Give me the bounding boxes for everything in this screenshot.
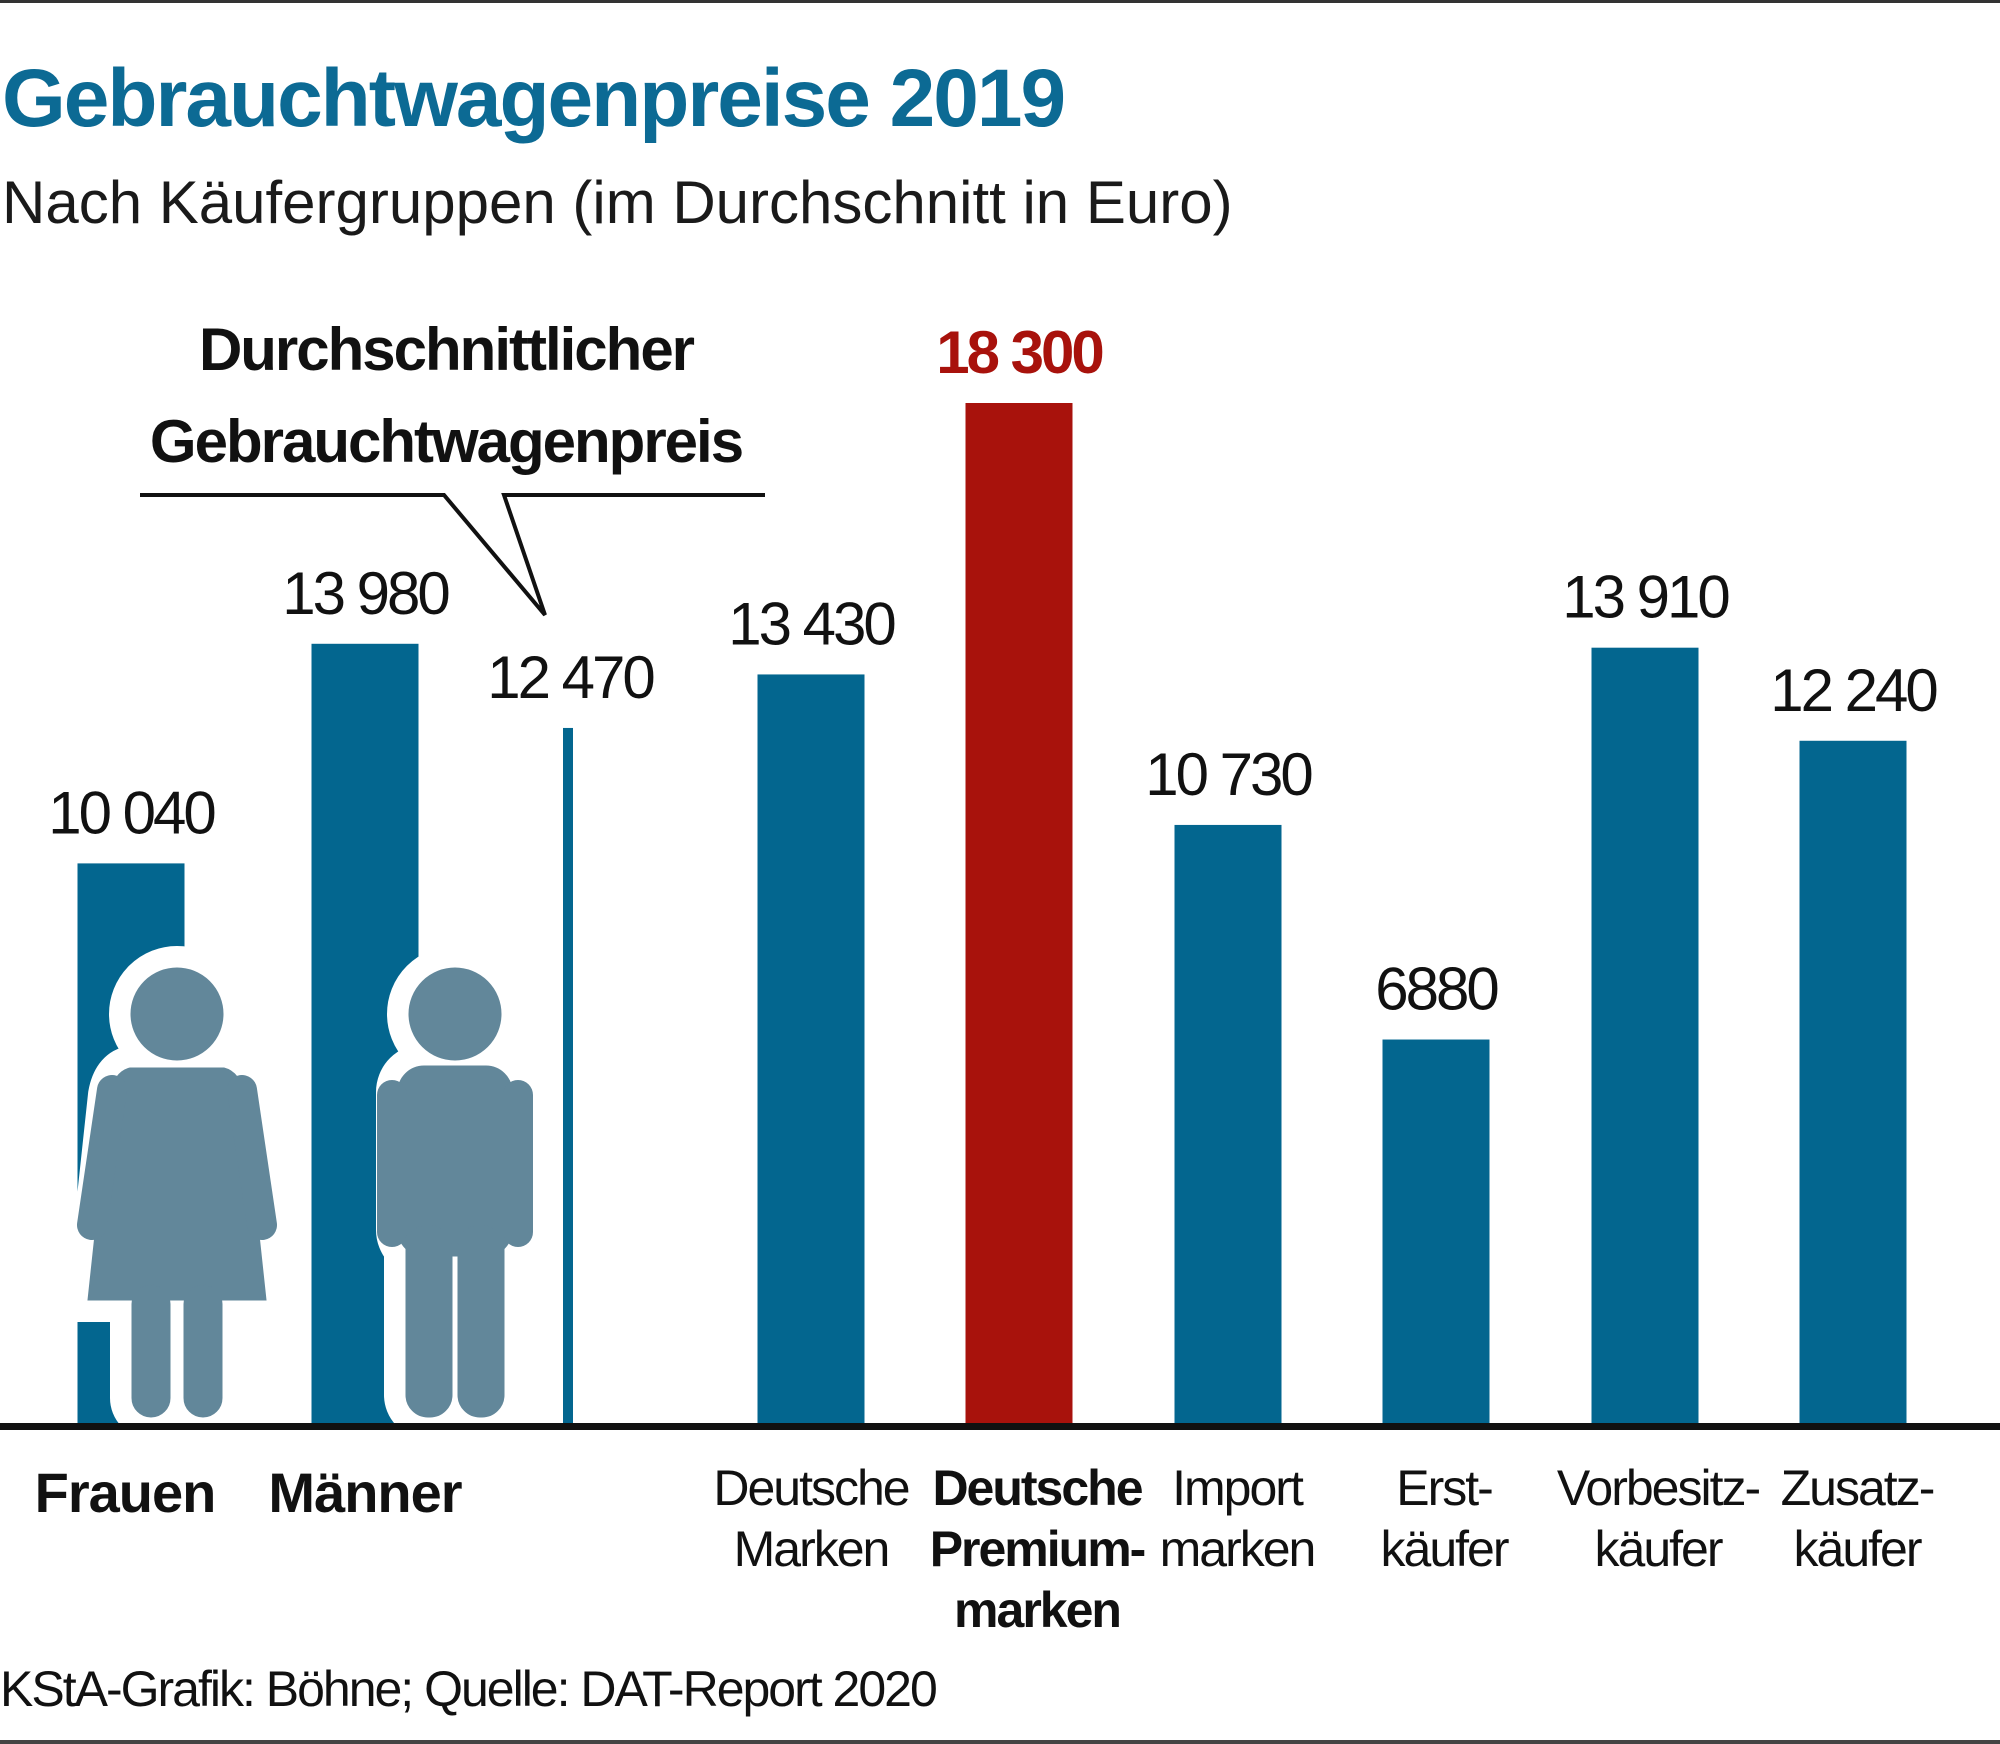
category-label: Marken — [734, 1521, 889, 1577]
category-label: Deutsche — [932, 1460, 1142, 1516]
category-label: käufer — [1794, 1521, 1922, 1577]
category-label: Frauen — [35, 1461, 216, 1524]
category-label: Erst- — [1396, 1460, 1492, 1516]
category-label: käufer — [1595, 1521, 1723, 1577]
category-label: käufer — [1381, 1521, 1509, 1577]
category-label: Premium- — [930, 1521, 1145, 1577]
category-label: Import — [1172, 1460, 1304, 1516]
labels-group: 10 040 Frauen 13 980 Männer 12 470 13 430 Deut… — [35, 319, 1941, 1638]
value-label: 12 240 — [1770, 657, 1937, 724]
man-icon — [392, 968, 518, 1417]
baseline-axis — [0, 1423, 2000, 1430]
average-bar — [563, 727, 573, 1423]
value-label: 13 430 — [728, 590, 895, 657]
bar — [965, 403, 1073, 1423]
value-label: 12 470 — [487, 644, 654, 711]
chart-subtitle: Nach Käufergruppen (im Durchschnitt in E… — [2, 169, 1233, 236]
category-label: Vorbesitz- — [1557, 1460, 1760, 1516]
bars-group — [77, 403, 1907, 1423]
bar — [1382, 1039, 1490, 1423]
callout-pointer — [140, 493, 765, 617]
value-label: 10 730 — [1145, 741, 1312, 808]
people-icons — [88, 968, 518, 1417]
category-label: marken — [1160, 1521, 1315, 1577]
bottom-border — [0, 1740, 2000, 1744]
bar — [757, 674, 865, 1423]
top-border — [0, 0, 2000, 3]
value-label: 13 980 — [282, 560, 449, 627]
category-label: Zusatz- — [1781, 1460, 1934, 1516]
callout-line-1: Durchschnittlicher — [199, 316, 695, 383]
woman-icon — [88, 968, 266, 1417]
value-label: 18 300 — [936, 319, 1102, 386]
category-label: Männer — [268, 1461, 461, 1524]
chart-title: Gebrauchtwagenpreise 2019 — [2, 53, 1066, 144]
source-footnote: KStA-Grafik: Böhne; Quelle: DAT-Report 2… — [0, 1661, 938, 1717]
value-label: 13 910 — [1562, 564, 1729, 631]
category-label: Deutsche — [713, 1460, 908, 1516]
value-label: 10 040 — [48, 779, 215, 846]
bar — [1799, 740, 1907, 1423]
bar — [1591, 647, 1699, 1423]
bar — [1174, 824, 1282, 1423]
value-label: 6880 — [1375, 956, 1498, 1023]
callout-line-2: Gebrauchtwagenpreis — [150, 408, 742, 475]
category-label: marken — [954, 1582, 1120, 1638]
average-callout: Durchschnittlicher Gebrauchtwagenpreis — [140, 316, 765, 617]
